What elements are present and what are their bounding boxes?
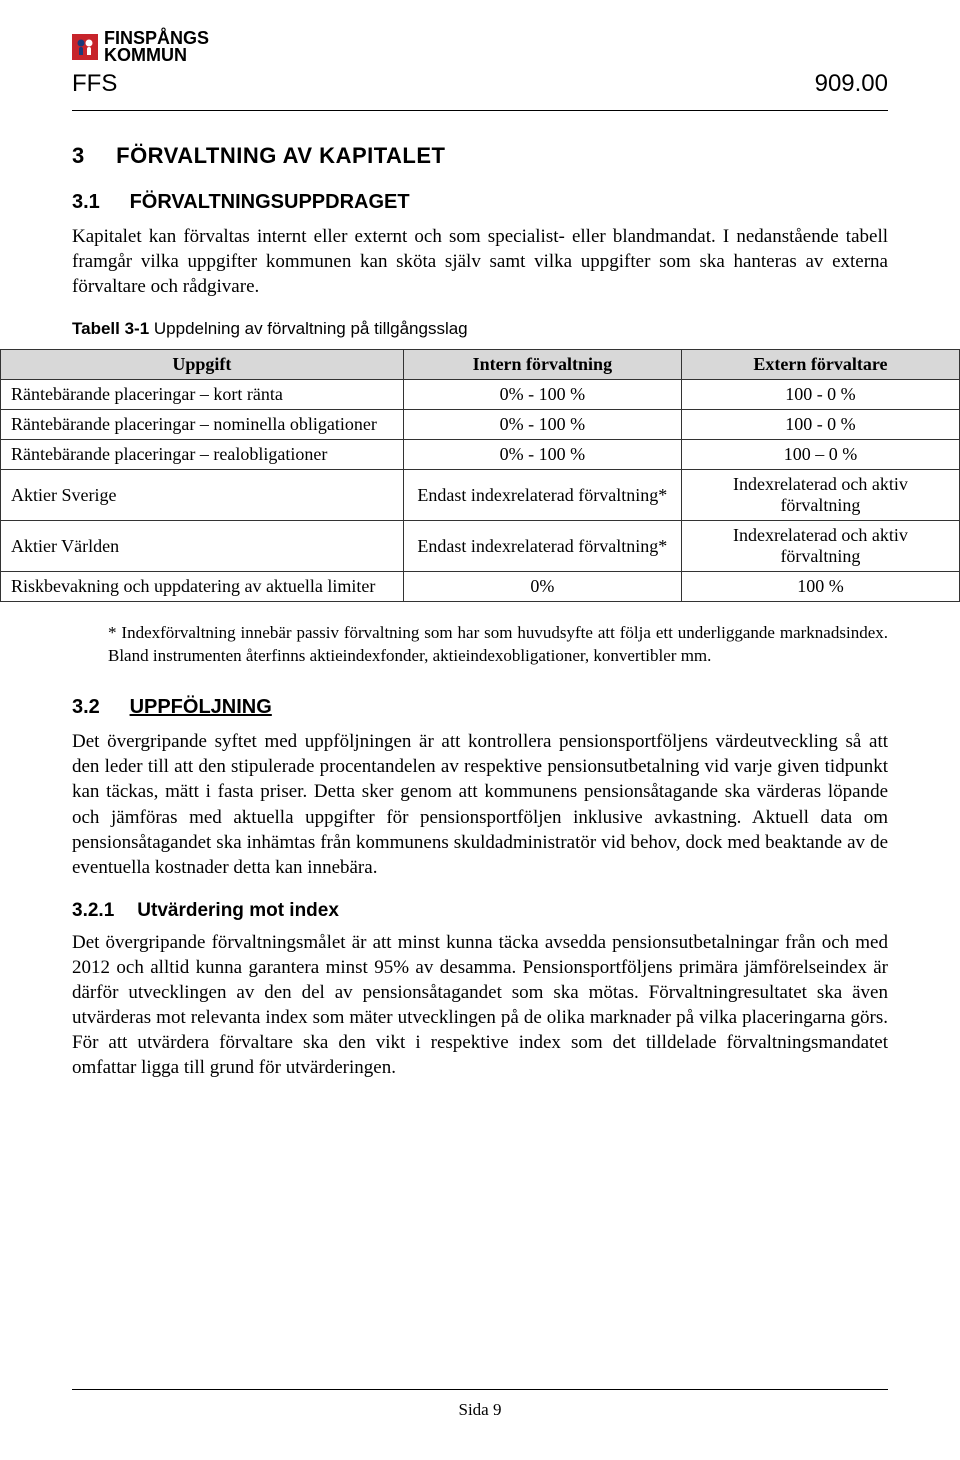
table-row: Riskbevakning och uppdatering av aktuell… bbox=[1, 572, 960, 602]
section-3-2-1-para: Det övergripande förvaltningsmålet är at… bbox=[72, 930, 888, 1080]
table-3-1-caption-bold: Tabell 3-1 bbox=[72, 319, 149, 338]
table-cell-intern: 0% - 100 % bbox=[403, 410, 681, 440]
section-3-1-heading: 3.1 FÖRVALTNINGSUPPDRAGET bbox=[72, 191, 888, 214]
table-cell-intern: 0% - 100 % bbox=[403, 440, 681, 470]
section-3-1-title: FÖRVALTNINGSUPPDRAGET bbox=[130, 191, 410, 213]
table-col2-header: Intern förvaltning bbox=[403, 350, 681, 380]
section-3-1-num: 3.1 bbox=[72, 191, 124, 214]
table-cell-uppgift: Räntebärande placeringar – nominella obl… bbox=[1, 410, 404, 440]
section-3-1-para: Kapitalet kan förvaltas internt eller ex… bbox=[72, 224, 888, 299]
table-cell-intern: Endast indexrelaterad förvaltning* bbox=[403, 470, 681, 521]
table-3-1: Uppgift Intern förvaltning Extern förval… bbox=[0, 349, 960, 602]
table-3-1-wrapper: Uppgift Intern förvaltning Extern förval… bbox=[0, 349, 960, 602]
section-3-num: 3 bbox=[72, 143, 110, 169]
section-3-2-1-num: 3.2.1 bbox=[72, 900, 132, 922]
table-cell-intern: 0% - 100 % bbox=[403, 380, 681, 410]
table-cell-extern: Indexrelaterad och aktiv förvaltning bbox=[681, 470, 959, 521]
logo-text: FINSPÅNGS KOMMUN bbox=[104, 30, 209, 64]
table-3-1-caption: Tabell 3-1 Uppdelning av förvaltning på … bbox=[72, 319, 888, 339]
table-cell-intern: 0% bbox=[403, 572, 681, 602]
section-3-2-para: Det övergripande syftet med uppföljninge… bbox=[72, 729, 888, 879]
table-row: Aktier SverigeEndast indexrelaterad förv… bbox=[1, 470, 960, 521]
table-cell-uppgift: Riskbevakning och uppdatering av aktuell… bbox=[1, 572, 404, 602]
header-right: 909.00 bbox=[815, 70, 888, 98]
header-left: FFS bbox=[72, 70, 117, 98]
page-header: FFS 909.00 bbox=[72, 70, 888, 98]
footer-divider bbox=[72, 1389, 888, 1390]
table-cell-uppgift: Räntebärande placeringar – realobligatio… bbox=[1, 440, 404, 470]
table-cell-uppgift: Aktier Världen bbox=[1, 521, 404, 572]
table-row: Räntebärande placeringar – nominella obl… bbox=[1, 410, 960, 440]
table-col3-header: Extern förvaltare bbox=[681, 350, 959, 380]
table-row: Aktier VärldenEndast indexrelaterad förv… bbox=[1, 521, 960, 572]
table-header-row: Uppgift Intern förvaltning Extern förval… bbox=[1, 350, 960, 380]
table-row: Räntebärande placeringar – realobligatio… bbox=[1, 440, 960, 470]
table-3-1-footnote: * Indexförvaltning innebär passiv förval… bbox=[108, 622, 888, 668]
section-3-2-1-heading: 3.2.1 Utvärdering mot index bbox=[72, 900, 888, 922]
table-row: Räntebärande placeringar – kort ränta0% … bbox=[1, 380, 960, 410]
header-divider bbox=[72, 110, 888, 111]
section-3-title: FÖRVALTNING AV KAPITALET bbox=[116, 143, 445, 168]
table-cell-extern: 100 - 0 % bbox=[681, 380, 959, 410]
logo-brand-line2: KOMMUN bbox=[104, 45, 187, 65]
section-3-2-heading: 3.2 UPPFÖLJNING bbox=[72, 696, 888, 719]
page-number: Sida 9 bbox=[0, 1400, 960, 1420]
table-cell-extern: 100 % bbox=[681, 572, 959, 602]
table-cell-extern: 100 - 0 % bbox=[681, 410, 959, 440]
org-logo: FINSPÅNGS KOMMUN bbox=[72, 30, 888, 64]
table-col1-header: Uppgift bbox=[1, 350, 404, 380]
table-cell-extern: Indexrelaterad och aktiv förvaltning bbox=[681, 521, 959, 572]
section-3-2-title: UPPFÖLJNING bbox=[130, 696, 272, 718]
table-3-1-caption-rest: Uppdelning av förvaltning på tillgångssl… bbox=[149, 319, 467, 338]
table-cell-uppgift: Räntebärande placeringar – kort ränta bbox=[1, 380, 404, 410]
table-cell-uppgift: Aktier Sverige bbox=[1, 470, 404, 521]
section-3-2-1-title: Utvärdering mot index bbox=[137, 900, 339, 921]
logo-emblem-icon bbox=[72, 34, 98, 60]
section-3-heading: 3 FÖRVALTNING AV KAPITALET bbox=[72, 143, 888, 169]
section-3-2-num: 3.2 bbox=[72, 696, 124, 719]
table-cell-intern: Endast indexrelaterad förvaltning* bbox=[403, 521, 681, 572]
table-cell-extern: 100 – 0 % bbox=[681, 440, 959, 470]
table-3-1-body: Räntebärande placeringar – kort ränta0% … bbox=[1, 380, 960, 602]
